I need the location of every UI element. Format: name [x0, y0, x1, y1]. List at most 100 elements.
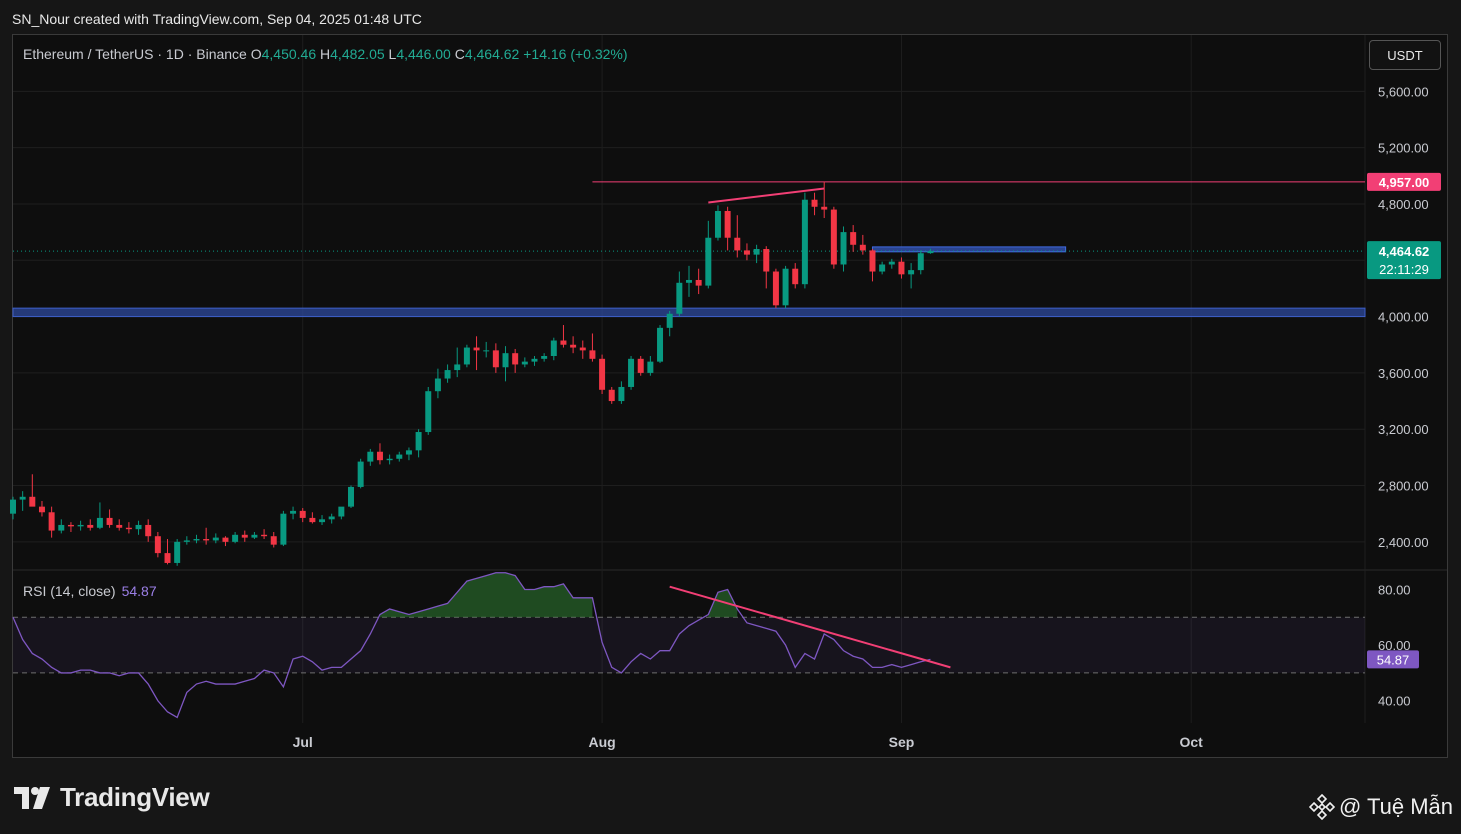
price-axis-label: 4,800.00	[1378, 197, 1429, 212]
candle-body	[319, 519, 326, 523]
candle-body	[232, 534, 239, 542]
rsi-axis-label: 80.00	[1378, 582, 1411, 597]
candle-body	[38, 506, 45, 513]
candle-body	[348, 486, 354, 507]
support-zone	[12, 307, 1366, 318]
candle-body	[637, 358, 644, 373]
rsi-axis-label: 40.00	[1378, 694, 1411, 709]
price-axis-label: 5,200.00	[1378, 141, 1429, 156]
candle-body	[811, 199, 818, 207]
candle-body	[676, 282, 683, 314]
candle-body	[473, 347, 480, 351]
candle-body	[290, 510, 297, 514]
date-axis-label: Oct	[1179, 734, 1203, 750]
chart-panel[interactable]	[12, 34, 1448, 758]
candle-body	[502, 353, 509, 368]
rsi-legend: RSI (14, close) 54.87	[23, 583, 157, 599]
candle-body	[898, 261, 905, 275]
candle-body	[203, 539, 210, 541]
candle-body	[299, 510, 306, 518]
rsi-overbought-fill	[708, 589, 738, 618]
rsi-title: RSI (14, close)	[23, 583, 116, 599]
price-change: +14.16 (+0.32%)	[523, 46, 628, 62]
close-value: 4,464.62	[464, 46, 520, 62]
price-axis-label: 3,600.00	[1378, 366, 1429, 381]
candle-body	[164, 553, 171, 563]
candle-body	[840, 232, 847, 265]
rsi-value-tag	[1367, 650, 1419, 669]
candle-body	[405, 450, 412, 455]
candle-body	[67, 524, 74, 527]
last-price-tag	[1367, 241, 1441, 280]
tradingview-logo-text: TradingView	[60, 782, 210, 812]
candle-body	[859, 244, 866, 251]
candle-body	[280, 513, 287, 545]
candle-body	[743, 250, 750, 255]
currency-button[interactable]: USDT	[1369, 40, 1441, 70]
candle-body	[376, 451, 383, 461]
candle-body	[270, 536, 277, 545]
candle-body	[550, 340, 557, 356]
candle-body	[87, 524, 94, 528]
high-value: 4,482.05	[330, 46, 385, 62]
rsi-value: 54.87	[121, 583, 157, 599]
candle-body	[116, 524, 123, 528]
candle-countdown-label: 22:11:29	[1379, 262, 1429, 277]
candle-body	[657, 327, 664, 362]
date-axis-label: Aug	[588, 734, 615, 750]
symbol-name: Ethereum / TetherUS · 1D · Binance	[23, 46, 247, 62]
candle-body	[763, 249, 770, 272]
price-axis-label: 3,200.00	[1378, 422, 1429, 437]
candle-body	[19, 496, 26, 500]
candle-body	[386, 458, 393, 461]
resistance-price-tag	[1367, 172, 1441, 191]
binance-diamond-icon	[1308, 794, 1335, 820]
candle-body	[753, 249, 760, 255]
low-label: L	[388, 46, 397, 62]
date-axis-label: Sep	[889, 734, 915, 750]
candle-body	[367, 451, 374, 462]
candle-body	[734, 237, 741, 251]
candle-body	[444, 370, 451, 379]
candle-body	[125, 527, 132, 530]
candle-body	[415, 432, 422, 451]
high-label: H	[320, 46, 331, 62]
candle-body	[608, 389, 615, 402]
price-axis-label: 5,600.00	[1378, 84, 1429, 99]
rsi-value-tag-label: 54.87	[1377, 652, 1410, 667]
candle-body	[463, 347, 470, 365]
candle-body	[29, 496, 36, 507]
candle-body	[183, 540, 190, 542]
candle-body	[512, 353, 519, 365]
rsi-trendline	[669, 585, 951, 669]
price-trendline	[708, 187, 825, 204]
candle-body	[647, 361, 654, 373]
candle-body	[145, 524, 152, 537]
candle-body	[714, 210, 721, 238]
price-axis-label: 4,000.00	[1378, 310, 1429, 325]
candle-body	[917, 253, 924, 271]
candle-body	[782, 268, 789, 306]
candle-body	[48, 512, 55, 531]
candle-body	[251, 534, 258, 538]
symbol-legend: Ethereum / TetherUS · 1D · Binance O4,45…	[23, 46, 628, 62]
date-axis-label: Jul	[293, 734, 313, 750]
candle-body	[261, 534, 268, 537]
author-watermark: @ Tuệ Mẫn	[1308, 794, 1453, 820]
candle-body	[135, 524, 142, 530]
candle-body	[193, 539, 200, 541]
tradingview-logo: TradingView	[14, 782, 210, 813]
candle-body	[396, 454, 403, 459]
candle-body	[154, 536, 161, 554]
candle-body	[338, 506, 345, 517]
candle-body	[579, 347, 586, 351]
candle-body	[908, 270, 915, 275]
candle-body	[174, 541, 181, 563]
rsi-axis-label: 60.00	[1378, 638, 1411, 653]
candle-body	[77, 524, 84, 527]
chart-attribution: SN_Nour created with TradingView.com, Se…	[12, 11, 422, 27]
candle-body	[570, 344, 577, 348]
open-label: O	[250, 46, 262, 62]
last-price-label: 4,464.62	[1379, 244, 1430, 259]
